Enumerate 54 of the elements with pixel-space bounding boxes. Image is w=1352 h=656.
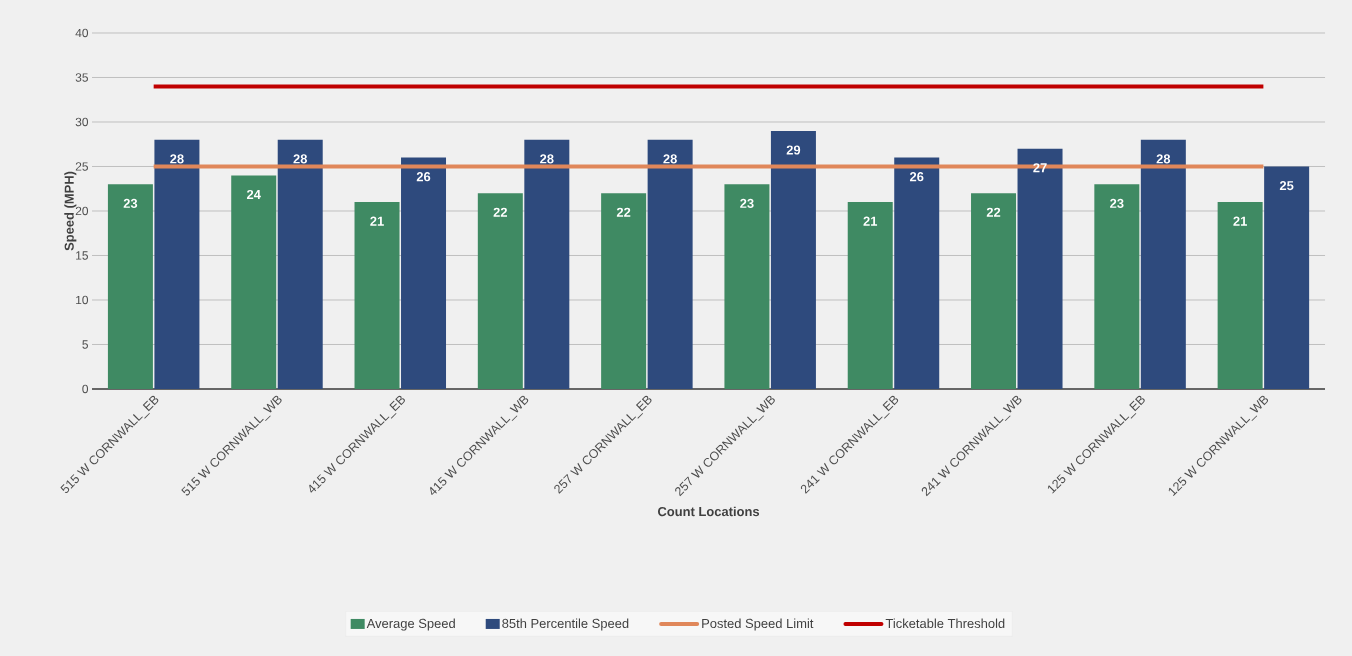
- y-tick-label: 5: [82, 340, 88, 349]
- data-label: 23: [1110, 198, 1124, 208]
- data-label: 28: [293, 154, 308, 164]
- bar: [154, 139, 200, 389]
- data-label: 22: [493, 207, 508, 217]
- data-label: 28: [1156, 154, 1171, 164]
- y-tick-label: 0: [82, 384, 89, 394]
- data-label: 25: [1279, 181, 1294, 191]
- y-tick-label: 30: [75, 117, 89, 127]
- data-label: 23: [740, 198, 754, 208]
- legend-label: Posted Speed Limit: [702, 618, 814, 631]
- bar: [971, 193, 1017, 389]
- bar: [524, 139, 570, 389]
- y-tick-label: 10: [76, 295, 89, 305]
- bar: [601, 193, 647, 389]
- data-label: 29: [786, 145, 801, 155]
- bar: [477, 193, 523, 389]
- bar: [401, 157, 447, 389]
- y-tick-label: 35: [75, 73, 88, 82]
- bar: [277, 139, 323, 389]
- data-label: 28: [663, 154, 677, 164]
- data-label: 22: [616, 207, 631, 217]
- legend-label: Ticketable Threshold: [885, 618, 1005, 629]
- bar: [1264, 166, 1310, 389]
- y-tick-label: 40: [75, 28, 89, 38]
- x-axis-title: Count Locations: [657, 506, 760, 517]
- data-label: 26: [416, 172, 431, 182]
- bar: [1094, 184, 1140, 389]
- bar: [770, 130, 816, 389]
- bar: [354, 202, 400, 389]
- data-label: 23: [123, 198, 138, 208]
- bar: [894, 157, 940, 389]
- y-tick-label: 20: [75, 206, 89, 216]
- y-axis-title: Speed (MPH): [64, 171, 77, 251]
- legend-label: 85th Percentile Speed: [502, 618, 629, 631]
- data-label: 22: [986, 207, 1001, 217]
- bar: [231, 175, 277, 389]
- bar: [847, 202, 893, 389]
- data-label: 28: [170, 154, 184, 164]
- data-label: 21: [1233, 216, 1247, 226]
- data-label: 28: [540, 154, 554, 164]
- bar: [724, 184, 770, 389]
- y-tick-label: 15: [76, 251, 88, 260]
- legend-label: Average Speed: [366, 618, 455, 631]
- data-label: 21: [863, 216, 878, 226]
- bar: [1217, 202, 1263, 389]
- data-label: 21: [370, 216, 384, 226]
- bar: [1017, 148, 1063, 389]
- data-label: 26: [909, 172, 924, 182]
- bar: [1140, 139, 1186, 389]
- y-tick-label: 25: [75, 162, 88, 171]
- bar: [107, 184, 153, 389]
- bar: [647, 139, 693, 389]
- data-label: 24: [246, 189, 261, 199]
